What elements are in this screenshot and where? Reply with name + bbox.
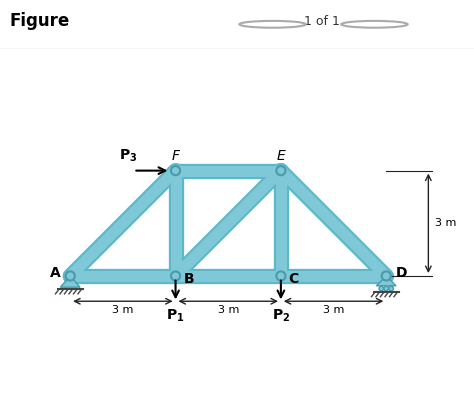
Circle shape — [66, 271, 75, 281]
Text: 3 m: 3 m — [436, 218, 457, 228]
Circle shape — [382, 271, 391, 281]
Text: $\mathbf{P_2}$: $\mathbf{P_2}$ — [272, 307, 290, 324]
Circle shape — [389, 286, 393, 291]
Text: $\mathbf{P_1}$: $\mathbf{P_1}$ — [166, 307, 185, 324]
Text: >: > — [369, 18, 380, 31]
Text: Figure: Figure — [9, 12, 70, 30]
Text: 3 m: 3 m — [112, 305, 134, 315]
Polygon shape — [60, 276, 80, 287]
Text: B: B — [183, 272, 194, 286]
Circle shape — [276, 271, 285, 281]
Text: F: F — [172, 149, 180, 163]
Text: D: D — [396, 266, 408, 280]
Circle shape — [171, 271, 180, 281]
Polygon shape — [376, 276, 396, 286]
Circle shape — [379, 286, 383, 291]
Circle shape — [239, 21, 306, 28]
Text: A: A — [50, 266, 60, 280]
Text: 3 m: 3 m — [218, 305, 239, 315]
Text: $\mathbf{P_3}$: $\mathbf{P_3}$ — [119, 148, 137, 164]
Circle shape — [276, 166, 285, 175]
Circle shape — [384, 286, 389, 291]
Text: <: < — [267, 18, 278, 31]
Text: 3 m: 3 m — [323, 305, 344, 315]
Text: 1 of 1: 1 of 1 — [304, 15, 340, 28]
Circle shape — [171, 166, 180, 175]
Text: E: E — [276, 149, 285, 163]
Text: C: C — [289, 272, 299, 286]
Circle shape — [341, 21, 408, 28]
